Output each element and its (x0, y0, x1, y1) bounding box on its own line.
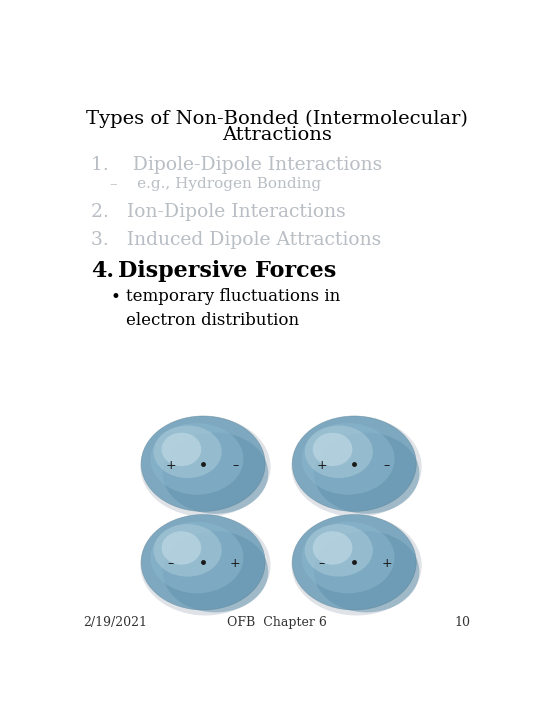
Ellipse shape (151, 522, 244, 593)
Ellipse shape (301, 522, 395, 593)
Text: OFB  Chapter 6: OFB Chapter 6 (227, 616, 327, 629)
Ellipse shape (161, 531, 201, 564)
Ellipse shape (305, 524, 373, 577)
Text: –    e.g., Hydrogen Bonding: – e.g., Hydrogen Bonding (110, 177, 321, 192)
Ellipse shape (163, 433, 268, 514)
Ellipse shape (301, 423, 395, 495)
Text: –: – (383, 459, 390, 472)
Text: 10: 10 (455, 616, 470, 629)
Ellipse shape (153, 524, 222, 577)
Ellipse shape (292, 516, 422, 616)
Ellipse shape (141, 515, 265, 610)
Text: •: • (110, 288, 120, 306)
Ellipse shape (313, 531, 353, 564)
Ellipse shape (163, 531, 268, 613)
Ellipse shape (141, 416, 265, 511)
Ellipse shape (305, 426, 373, 478)
Text: –: – (232, 459, 239, 472)
Text: 3.   Induced Dipole Attractions: 3. Induced Dipole Attractions (91, 231, 381, 249)
Text: –: – (319, 557, 325, 570)
Ellipse shape (140, 417, 271, 517)
Text: 2.   Ion-Dipole Interactions: 2. Ion-Dipole Interactions (91, 204, 346, 222)
Ellipse shape (161, 433, 201, 466)
Text: 2/19/2021: 2/19/2021 (83, 616, 147, 629)
Text: +: + (166, 459, 176, 472)
Text: –: – (168, 557, 174, 570)
Ellipse shape (292, 515, 416, 610)
Ellipse shape (151, 423, 244, 495)
Text: Attractions: Attractions (222, 127, 332, 145)
Ellipse shape (292, 417, 422, 517)
Ellipse shape (314, 531, 420, 613)
Ellipse shape (313, 433, 353, 466)
Text: 1.    Dipole-Dipole Interactions: 1. Dipole-Dipole Interactions (91, 156, 382, 174)
Ellipse shape (140, 516, 271, 616)
Ellipse shape (153, 426, 222, 478)
Text: +: + (381, 557, 392, 570)
Text: Types of Non-Bonded (Intermolecular): Types of Non-Bonded (Intermolecular) (86, 109, 468, 127)
Text: +: + (230, 557, 241, 570)
Text: +: + (316, 459, 327, 472)
Ellipse shape (314, 433, 420, 514)
Ellipse shape (292, 416, 416, 511)
Text: 4.: 4. (91, 260, 114, 282)
Text: Dispersive Forces: Dispersive Forces (118, 260, 336, 282)
Text: temporary fluctuations in
electron distribution: temporary fluctuations in electron distr… (126, 288, 340, 328)
